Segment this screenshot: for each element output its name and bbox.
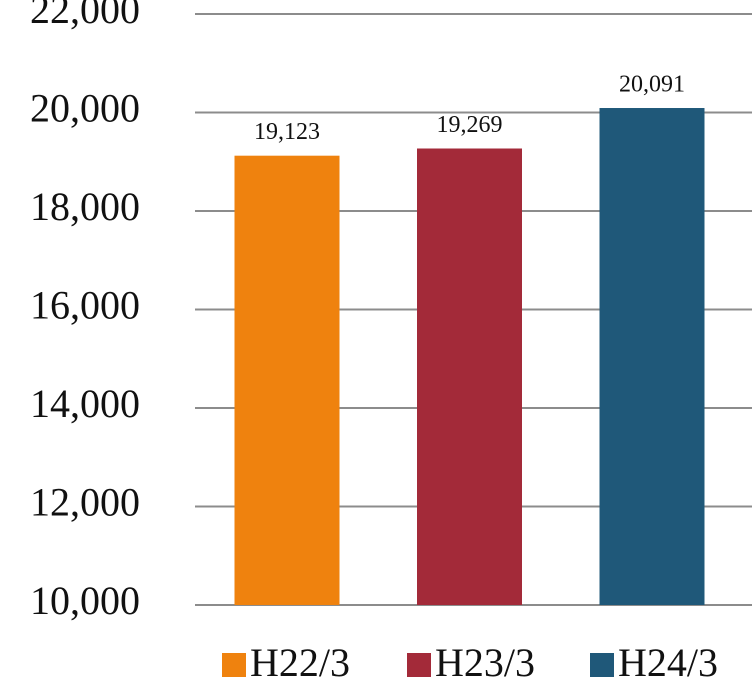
bar: [417, 148, 522, 605]
legend-swatch: [222, 653, 246, 677]
y-tick-label: 20,000: [30, 86, 140, 131]
legend-label: H22/3: [250, 640, 350, 685]
y-tick-label: 14,000: [30, 381, 140, 426]
value-label: 20,091: [619, 72, 685, 98]
y-tick-label: 12,000: [30, 480, 140, 525]
y-tick-label: 18,000: [30, 184, 140, 229]
value-label: 19,269: [437, 112, 503, 138]
bar: [599, 108, 705, 605]
legend-label: H24/3: [618, 640, 718, 685]
legend-swatch: [407, 653, 431, 677]
legend-swatch: [590, 653, 614, 677]
y-tick-label: 16,000: [30, 283, 140, 328]
bar: [234, 155, 340, 605]
legend-label: H23/3: [435, 640, 535, 685]
y-tick-label: 22,000: [30, 0, 140, 32]
y-tick-label: 10,000: [30, 578, 140, 623]
value-label: 19,123: [254, 119, 320, 145]
